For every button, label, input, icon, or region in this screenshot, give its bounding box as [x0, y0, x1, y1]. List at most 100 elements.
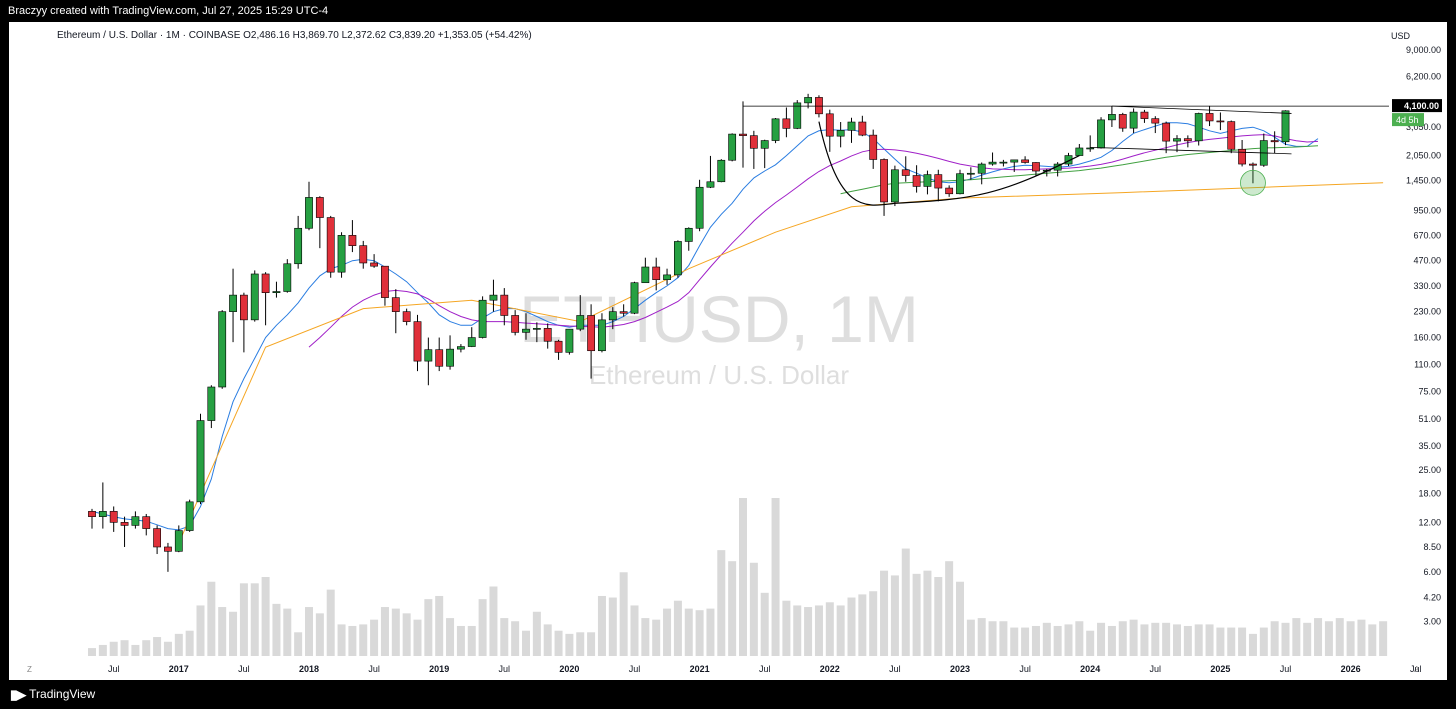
candle	[240, 292, 248, 353]
candle	[663, 268, 671, 285]
candle	[988, 152, 997, 166]
candle	[706, 155, 715, 189]
candle-body	[120, 522, 129, 526]
volume-bar	[522, 630, 530, 656]
candle-body	[424, 349, 433, 362]
candle-body	[348, 235, 357, 246]
candle-body	[240, 294, 248, 321]
candle-body	[1227, 121, 1236, 150]
candle-body	[847, 121, 856, 131]
volume-bar	[1140, 624, 1149, 656]
drawings	[743, 105, 1389, 206]
volume-bar	[131, 644, 140, 656]
bottom-brand-bar: ▮▶ TradingView	[0, 680, 1456, 709]
volume-bar	[587, 632, 596, 656]
candle-body	[977, 163, 986, 174]
candlestick-chart[interactable]: ETHUSD, 1M Ethereum / U.S. Dollar USD 9,…	[9, 22, 1447, 680]
volume-bar	[565, 633, 574, 656]
time-axis-left-button[interactable]: Z	[27, 665, 32, 674]
volume-bar	[1042, 622, 1051, 656]
rounding-bottom-arc[interactable]	[818, 121, 1080, 206]
volume-bar	[1270, 621, 1279, 656]
price-axis-label: 950.00	[1413, 205, 1441, 215]
candle-body	[532, 328, 541, 330]
price-axis[interactable]: USD 9,000.00 6,200.00 3,050.00 2,050.00 1,45…	[1391, 31, 1442, 626]
price-axis-label: 670.00	[1413, 230, 1441, 240]
candle-body	[359, 245, 368, 264]
candle-body	[88, 511, 96, 517]
candle	[945, 185, 954, 197]
volume-bar	[229, 611, 238, 656]
volume-bar	[478, 599, 487, 656]
volume-bar	[467, 625, 476, 656]
candle-body	[174, 530, 183, 552]
candle-body	[337, 235, 346, 273]
volume-bar	[1107, 625, 1116, 656]
volume-bar	[1075, 621, 1084, 656]
candle-body	[196, 420, 205, 503]
highlight-circle[interactable]	[1240, 169, 1266, 196]
volume-bar	[239, 583, 248, 656]
volume-bar	[142, 640, 151, 656]
trendline[interactable]	[1111, 105, 1292, 114]
candle	[684, 227, 693, 251]
time-axis-label: 2018	[299, 664, 319, 674]
candle	[1227, 120, 1236, 154]
volume-bar	[1194, 624, 1203, 656]
candle-body	[988, 161, 997, 165]
trendline[interactable]	[1090, 146, 1292, 155]
volume-bar	[901, 548, 910, 656]
candle-body	[901, 169, 910, 176]
candle	[272, 281, 281, 298]
candle	[598, 313, 606, 353]
symbol-legend[interactable]: Ethereum / U.S. Dollar · 1M · COINBASE O…	[57, 30, 532, 41]
time-axis-right-button[interactable]: A	[1414, 665, 1420, 674]
candle-body	[153, 528, 161, 548]
candle-body	[478, 299, 487, 338]
candle	[1194, 112, 1203, 146]
candle-body	[315, 197, 324, 218]
volume-bar	[608, 597, 617, 656]
candle-body	[1205, 113, 1214, 122]
volume-bar	[1292, 618, 1301, 656]
candle-body	[98, 511, 107, 517]
time-axis[interactable]: Z A Jul 2017 Jul 2018 Jul 2019 Jul 2020 Jul 2021 J…	[27, 664, 1421, 674]
price-axis-label: 330.00	[1413, 281, 1441, 291]
time-axis-label: Jul	[1280, 664, 1292, 674]
volume-bar	[207, 581, 216, 656]
price-axis-label: 6,200.00	[1406, 72, 1441, 82]
chart-panel[interactable]: ETHUSD, 1M Ethereum / U.S. Dollar USD 9,…	[9, 22, 1447, 680]
candle	[522, 313, 530, 340]
candle-body	[142, 516, 151, 529]
volume-bar	[1173, 624, 1181, 656]
candle-body	[749, 135, 758, 149]
candle	[565, 328, 574, 355]
candle-body	[1118, 114, 1127, 129]
candle	[131, 511, 140, 529]
candle-body	[185, 501, 194, 531]
candle	[1183, 135, 1192, 148]
candle-body	[1270, 140, 1279, 143]
volume-bar	[98, 644, 107, 656]
candle	[218, 310, 227, 389]
candle-body	[1162, 122, 1171, 142]
candle-body	[717, 159, 726, 183]
candle-body	[880, 159, 888, 203]
price-axis-label: 25.00	[1418, 465, 1441, 475]
volume-bar	[999, 621, 1008, 656]
candle-body	[1194, 113, 1203, 142]
volume-bar	[890, 575, 899, 656]
candle	[652, 257, 661, 291]
volume-bar	[109, 641, 118, 656]
candle-body	[739, 133, 747, 136]
price-axis-label: 4.20	[1423, 592, 1441, 602]
candle	[641, 257, 650, 284]
candle-body	[1238, 148, 1246, 165]
candle	[1075, 144, 1084, 156]
candle-body	[500, 294, 509, 316]
volume-bar	[1086, 630, 1095, 656]
volume-bar	[272, 603, 281, 656]
candle-body	[467, 337, 476, 347]
volume-bar	[739, 498, 747, 656]
tradingview-brand[interactable]: ▮▶ TradingView	[10, 680, 95, 709]
